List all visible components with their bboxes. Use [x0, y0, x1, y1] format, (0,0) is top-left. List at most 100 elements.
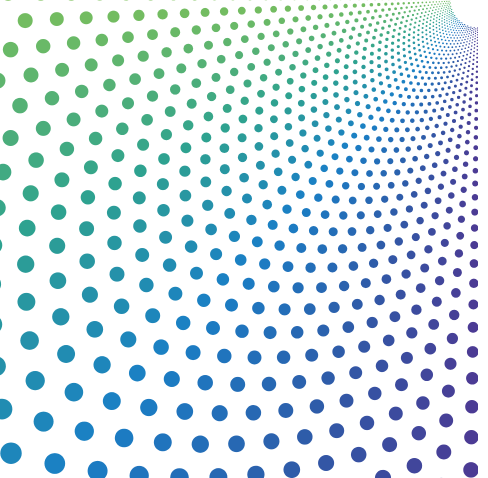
dot	[452, 12, 454, 14]
dot	[395, 109, 401, 115]
dot	[423, 4, 426, 7]
dot	[434, 66, 437, 70]
dot	[428, 66, 432, 69]
dot	[452, 29, 455, 31]
dot	[429, 35, 432, 38]
dot	[219, 164, 230, 175]
dot	[444, 5, 446, 7]
dot	[412, 41, 416, 45]
dot	[473, 135, 478, 140]
dot	[396, 2, 400, 5]
dot	[369, 3, 374, 7]
dot	[443, 222, 451, 230]
dot	[421, 26, 424, 30]
dot	[448, 14, 450, 16]
dot	[466, 372, 478, 385]
dot	[313, 134, 321, 142]
dot	[465, 36, 467, 38]
dot	[411, 425, 427, 441]
dot	[156, 178, 169, 191]
dot	[203, 111, 214, 122]
dot	[83, 160, 98, 175]
dot	[324, 62, 330, 69]
dot	[346, 44, 352, 50]
dot	[429, 39, 433, 42]
dot	[259, 258, 271, 270]
dot	[412, 31, 416, 34]
dot	[394, 7, 397, 11]
dot	[354, 100, 361, 107]
dot	[460, 63, 463, 66]
dot	[247, 350, 262, 365]
dot	[259, 73, 268, 82]
dot	[427, 88, 431, 93]
dot	[465, 399, 478, 414]
dot	[394, 22, 398, 26]
dot	[476, 42, 478, 44]
dot	[464, 31, 466, 33]
dot	[457, 23, 459, 25]
dot	[454, 32, 456, 34]
dot	[465, 25, 467, 27]
dot	[407, 94, 411, 99]
dot	[389, 117, 395, 123]
dot	[411, 88, 416, 92]
dot	[169, 84, 181, 95]
dot	[440, 76, 444, 80]
dot	[211, 23, 221, 33]
dot	[454, 17, 456, 19]
dot	[453, 22, 455, 24]
dot	[292, 282, 304, 294]
dot	[435, 8, 437, 11]
dot	[435, 26, 438, 29]
dot	[17, 13, 33, 29]
dot	[377, 64, 382, 69]
dot	[123, 0, 129, 1]
dot	[474, 38, 476, 40]
dot	[383, 19, 387, 24]
dot	[417, 24, 421, 27]
dot	[374, 9, 378, 13]
dot	[476, 56, 478, 59]
dot	[440, 3, 442, 5]
dot	[348, 196, 357, 205]
dot	[453, 49, 456, 52]
dot	[434, 3, 436, 6]
dot	[394, 237, 403, 246]
dot	[431, 133, 436, 138]
dot	[418, 48, 421, 52]
dot	[381, 8, 385, 12]
dot	[451, 40, 454, 42]
dot	[363, 17, 367, 21]
dot	[135, 248, 150, 262]
dot	[467, 65, 471, 68]
dot	[219, 7, 229, 16]
dot	[453, 110, 458, 115]
dot	[263, 433, 280, 450]
dot	[462, 32, 464, 34]
dot	[439, 35, 442, 37]
dot	[351, 298, 363, 310]
dot	[447, 28, 449, 30]
dot	[418, 20, 421, 23]
dot	[343, 85, 349, 91]
dot	[201, 132, 212, 143]
dot	[44, 90, 60, 106]
dot	[455, 64, 458, 67]
dot	[170, 468, 189, 478]
dot	[444, 11, 446, 13]
dot	[79, 11, 93, 25]
dot	[420, 263, 430, 273]
dot	[410, 18, 413, 21]
dot	[443, 158, 449, 165]
dot	[352, 69, 358, 75]
dot	[384, 59, 388, 64]
dot	[395, 378, 408, 392]
dot	[230, 376, 246, 392]
dot	[392, 70, 396, 74]
dot	[168, 286, 183, 301]
dot	[316, 149, 324, 157]
dot	[464, 429, 478, 445]
dot	[454, 27, 456, 29]
